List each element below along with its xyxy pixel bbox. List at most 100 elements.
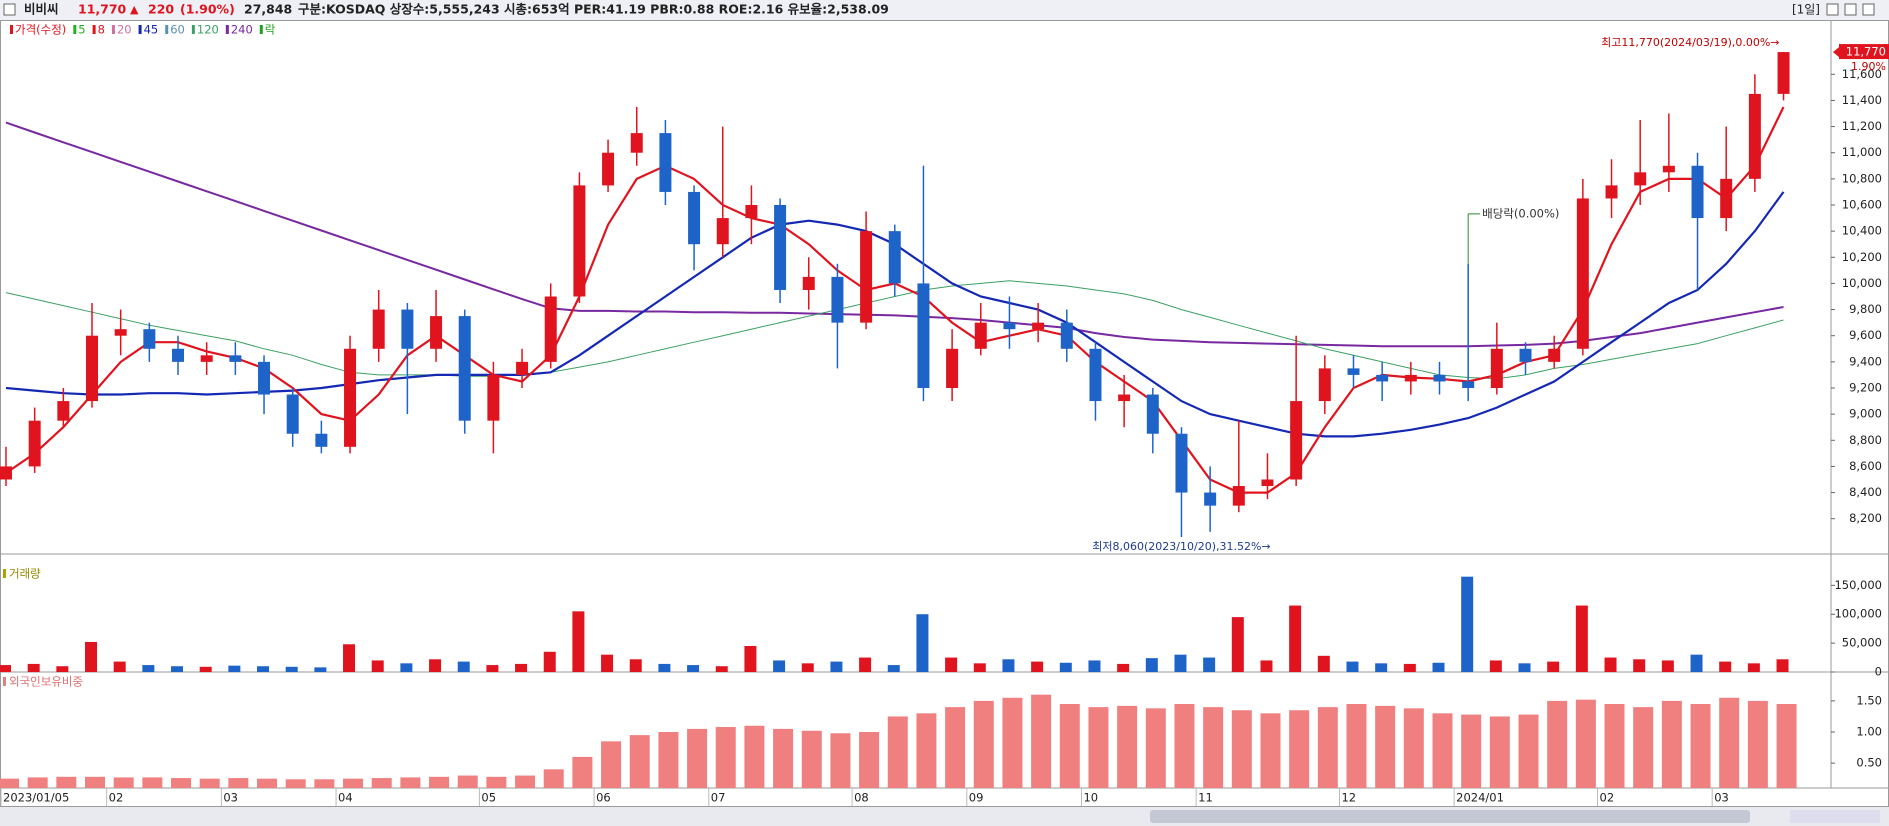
- candle-body: [745, 204, 758, 219]
- candle-body: [286, 394, 299, 434]
- bar: [1145, 708, 1166, 788]
- panel-marker: [3, 569, 6, 578]
- x-tick-label: 07: [711, 791, 726, 805]
- candle-body: [28, 420, 41, 467]
- candle-body: [917, 283, 930, 388]
- candle-body: [974, 322, 987, 349]
- stock-info: 구분:KOSDAQ 상장수:5,555,243 시총:653억 PER:41.1…: [298, 2, 889, 17]
- bar: [142, 665, 155, 672]
- bar: [1260, 660, 1273, 672]
- bar: [1002, 697, 1023, 788]
- maximize-button[interactable]: [1844, 3, 1857, 16]
- legend-swatch: [138, 25, 142, 34]
- candle-body: [716, 218, 729, 245]
- bar: [744, 646, 757, 672]
- x-tick-label: 03: [223, 791, 238, 805]
- legend-label: 240: [231, 23, 253, 37]
- bar: [1317, 655, 1330, 672]
- candle-body: [172, 348, 185, 362]
- candle-body: [1433, 374, 1446, 382]
- bar: [744, 725, 765, 788]
- bar: [1403, 708, 1424, 788]
- bar: [830, 661, 843, 672]
- bar: [973, 663, 986, 672]
- candle-body: [1691, 165, 1704, 219]
- bar: [773, 728, 794, 788]
- candle-body: [544, 296, 557, 362]
- legend-label: 45: [144, 23, 159, 37]
- candle-body: [1634, 172, 1647, 186]
- bar: [228, 778, 249, 788]
- bar: [515, 663, 528, 672]
- period[interactable]: [1일]: [1792, 3, 1820, 17]
- bar: [1002, 659, 1015, 672]
- y-tick-label: 10,200: [1842, 250, 1882, 264]
- stock-name: 비비씨: [24, 2, 59, 17]
- high-annotation: 최고11,770(2024/03/19),0.00%→: [1601, 36, 1779, 49]
- zoom-controls[interactable]: [1790, 810, 1880, 823]
- bar: [56, 666, 69, 672]
- legend-swatch: [92, 25, 96, 34]
- ma-line: [5, 280, 1784, 380]
- bar: [687, 665, 700, 672]
- candle-body: [487, 374, 500, 421]
- candle-body: [1519, 348, 1532, 362]
- legend-label: 60: [170, 23, 185, 37]
- y-tick-label: 100,000: [1834, 607, 1882, 621]
- bar: [1747, 700, 1768, 788]
- candle-body: [1376, 374, 1389, 382]
- bar: [0, 778, 19, 788]
- x-tick-label: 03: [1714, 791, 1729, 805]
- bar: [85, 641, 98, 672]
- bar: [687, 728, 708, 788]
- bar: [1518, 714, 1539, 788]
- candle-body: [659, 133, 672, 192]
- candle-body: [86, 335, 99, 402]
- checkbox[interactable]: [3, 3, 16, 16]
- candle-body: [1777, 52, 1790, 94]
- candle-body: [1605, 185, 1618, 199]
- bar: [1231, 710, 1252, 788]
- bar: [1776, 659, 1789, 672]
- y-tick-label: 8,400: [1849, 485, 1882, 499]
- minimize-button[interactable]: [1826, 3, 1839, 16]
- bar: [1575, 605, 1588, 672]
- candle-body: [946, 348, 959, 388]
- candle-body: [200, 355, 213, 362]
- bar: [285, 779, 306, 788]
- legend-label: 120: [197, 23, 219, 37]
- close-button[interactable]: [1862, 3, 1875, 16]
- y-tick-label: 1.50: [1856, 693, 1882, 707]
- bar: [572, 756, 593, 788]
- bar: [973, 700, 994, 788]
- bar: [1375, 705, 1396, 788]
- candle-body: [1118, 394, 1131, 402]
- bar: [887, 665, 900, 672]
- bar: [0, 665, 11, 672]
- candle-body: [372, 309, 385, 349]
- candle-body: [888, 231, 901, 284]
- bar: [1633, 659, 1646, 672]
- bar: [945, 707, 966, 788]
- y-tick-label: 9,400: [1849, 354, 1882, 368]
- y-tick-label: 9,000: [1849, 407, 1882, 421]
- legend-label: 8: [98, 23, 105, 37]
- bar: [629, 735, 650, 788]
- bar: [1518, 663, 1531, 672]
- bar: [343, 644, 356, 672]
- bar: [257, 666, 270, 672]
- scrollbar-thumb[interactable]: [1150, 810, 1750, 823]
- legend-swatch: [191, 25, 195, 34]
- bar: [314, 779, 335, 788]
- bar: [343, 778, 364, 788]
- bar: [1145, 658, 1158, 672]
- candle-body: [1548, 348, 1561, 362]
- bar: [572, 611, 585, 672]
- bar: [1719, 697, 1740, 788]
- legend-swatch: [225, 25, 229, 34]
- candle-body: [1576, 198, 1589, 349]
- candle-body: [1204, 492, 1217, 506]
- x-tick-label: 06: [596, 791, 611, 805]
- candle-body: [344, 348, 357, 447]
- legend-swatch: [73, 25, 77, 34]
